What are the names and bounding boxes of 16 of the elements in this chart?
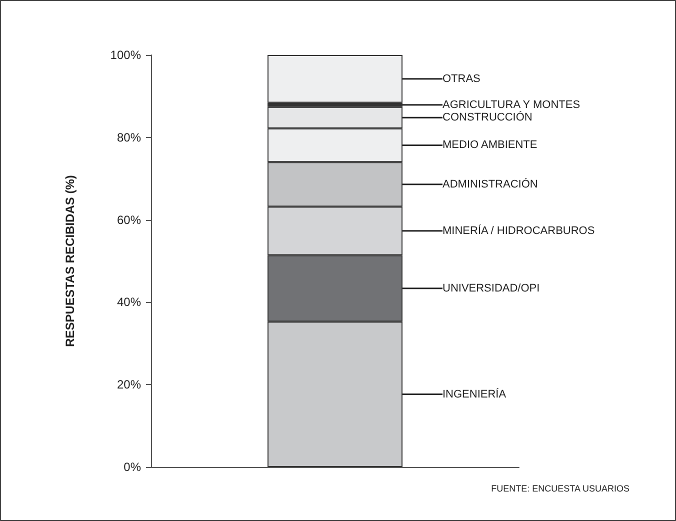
- text: ADMINISTRACIÓN: [442, 177, 538, 190]
- text: OTRAS: [442, 72, 480, 85]
- y-tick-label: 0%: [124, 460, 142, 474]
- y-tick-label: 60%: [116, 212, 142, 227]
- text: UNIVERSIDAD/OPI: [442, 282, 540, 294]
- y-tick-label: 40%: [116, 295, 142, 310]
- text: MINERÍA / HIDROCARBUROS: [442, 224, 595, 237]
- y-tick-label: 20%: [116, 378, 142, 392]
- text: MEDIO AMBIENTE: [442, 139, 538, 152]
- y-tick-label: 80%: [116, 130, 142, 144]
- text: AGRICULTURA Y MONTES: [442, 98, 580, 111]
- y-axis-title: RESPUESTAS RECIBIDAS (%): [63, 175, 77, 347]
- y-tick-label: 100%: [110, 48, 142, 62]
- text: INGENIERÍA: [442, 387, 507, 400]
- source-note: FUENTE: ENCUESTA USUARIOS: [491, 484, 630, 494]
- text: CONSTRUCCIÓN: [442, 110, 532, 124]
